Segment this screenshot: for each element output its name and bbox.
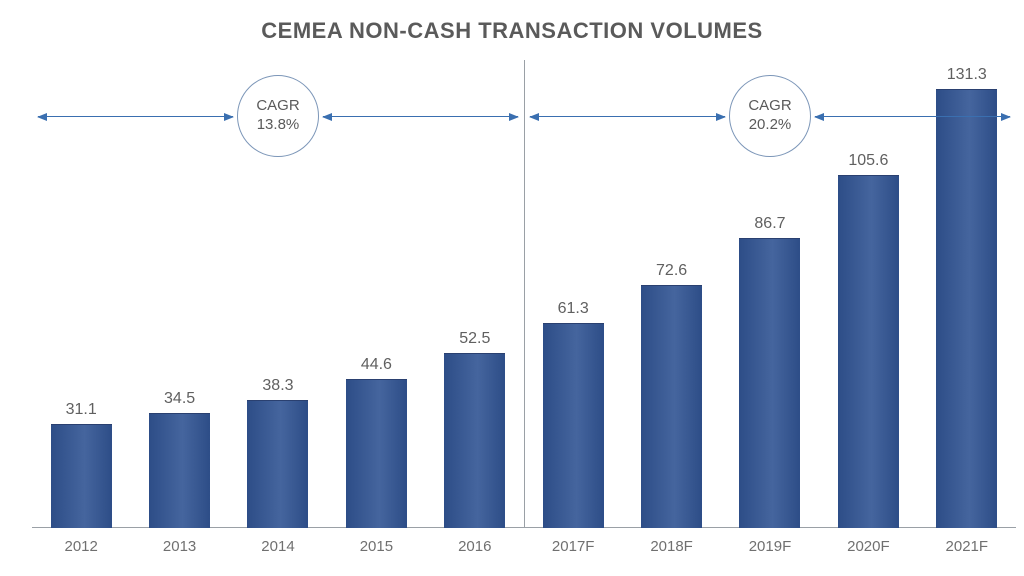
cagr-arrow-right: [323, 116, 518, 117]
bar-value-label: 44.6: [346, 356, 407, 380]
bar: 52.5: [444, 353, 505, 529]
chart-container: CEMEA NON-CASH TRANSACTION VOLUMES 31.13…: [0, 0, 1024, 576]
cagr-label-bottom: 13.8%: [257, 116, 300, 135]
bar: 31.1: [51, 424, 112, 528]
bar-value-label: 52.5: [444, 330, 505, 354]
cagr-arrow-right: [815, 116, 1010, 117]
cagr-arrow-left: [530, 116, 725, 117]
cagr-annotation: CAGR20.2%: [524, 76, 1016, 166]
bar: 34.5: [149, 413, 210, 528]
bar: 105.6: [838, 175, 899, 528]
bar: 44.6: [346, 379, 407, 528]
cagr-circle: CAGR13.8%: [237, 75, 319, 157]
bar-value-label: 38.3: [247, 377, 308, 401]
cagr-label-top: CAGR: [256, 97, 299, 116]
x-axis-label: 2014: [229, 538, 327, 555]
bar: 72.6: [641, 285, 702, 528]
x-axis-label: 2018F: [622, 538, 720, 555]
x-axis-label: 2013: [130, 538, 228, 555]
plot-area: 31.134.538.344.652.561.372.686.7105.6131…: [32, 60, 1016, 528]
x-axis-label: 2021F: [918, 538, 1016, 555]
x-axis-label: 2017F: [524, 538, 622, 555]
x-axis-label: 2016: [426, 538, 524, 555]
x-axis-label: 2015: [327, 538, 425, 555]
bar-value-label: 61.3: [543, 300, 604, 324]
bar: 38.3: [247, 400, 308, 528]
bar-value-label: 34.5: [149, 390, 210, 414]
cagr-arrow-left: [38, 116, 233, 117]
cagr-circle: CAGR20.2%: [729, 75, 811, 157]
bar-value-label: 86.7: [739, 215, 800, 239]
x-axis-label: 2020F: [819, 538, 917, 555]
cagr-annotation: CAGR13.8%: [32, 76, 524, 166]
bar-value-label: 31.1: [51, 401, 112, 425]
x-axis-label: 2019F: [721, 538, 819, 555]
bar-value-label: 72.6: [641, 262, 702, 286]
x-axis-label: 2012: [32, 538, 130, 555]
chart-title: CEMEA NON-CASH TRANSACTION VOLUMES: [0, 18, 1024, 44]
cagr-label-top: CAGR: [748, 97, 791, 116]
bar: 86.7: [739, 238, 800, 528]
bar: 61.3: [543, 323, 604, 528]
cagr-label-bottom: 20.2%: [749, 116, 792, 135]
